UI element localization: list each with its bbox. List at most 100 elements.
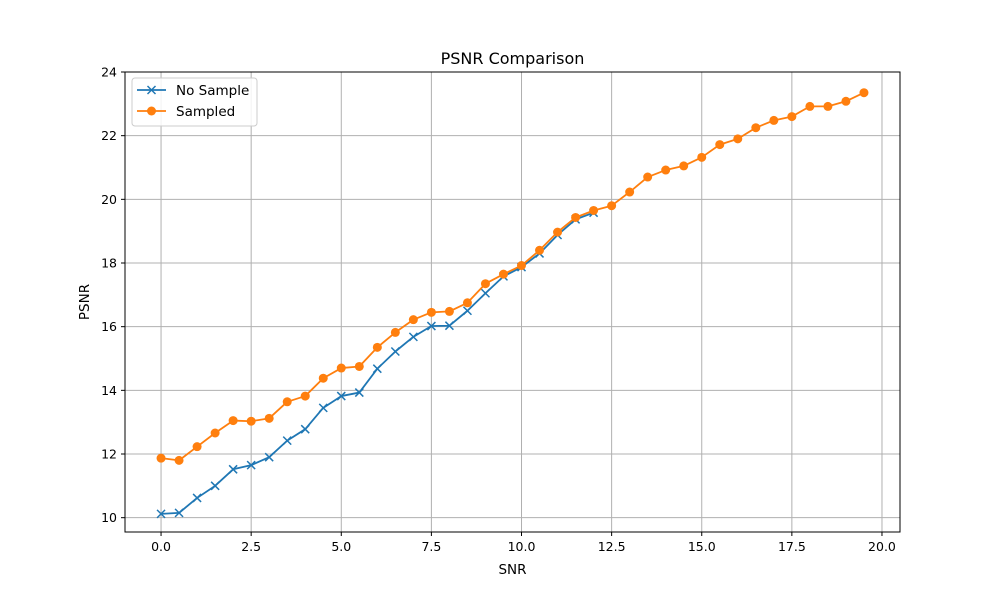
- data-point-no-sample-stroke: [156, 509, 166, 519]
- data-point-no-sample: [246, 460, 256, 470]
- data-point-sampled: [264, 413, 274, 423]
- data-point-sampled: [787, 112, 797, 122]
- data-point-no-sample-stroke: [300, 424, 310, 434]
- x-tick-label: 20.0: [868, 539, 896, 554]
- data-point-no-sample: [282, 436, 292, 446]
- data-point-no-sample-stroke: [264, 452, 274, 462]
- y-ticks: 10 12 14 16 18 20 22 24: [101, 65, 125, 525]
- data-point-sampled: [408, 315, 418, 325]
- legend-marker: [146, 85, 157, 95]
- data-point-no-sample-stroke: [246, 460, 256, 470]
- data-point-sampled: [625, 187, 635, 197]
- data-point-sampled: [697, 152, 707, 162]
- grid: [125, 71, 900, 532]
- data-point-no-sample-stroke: [426, 321, 436, 331]
- y-tick-label: 10: [101, 510, 117, 525]
- data-point-no-sample: [156, 509, 166, 519]
- data-point-sampled: [192, 442, 202, 452]
- data-point-sampled: [390, 327, 400, 337]
- x-ticks: 0.0 2.5 5.0 7.5 10.0 12.5 15.0 17.5 20.0: [151, 532, 896, 554]
- data-point-sampled: [823, 101, 833, 111]
- x-axis-label: SNR: [498, 562, 526, 578]
- data-point-sampled: [661, 165, 671, 175]
- data-point-sampled: [498, 269, 508, 279]
- y-tick-label: 20: [101, 192, 117, 207]
- data-point-sampled: [282, 397, 292, 407]
- data-point-sampled: [841, 96, 851, 106]
- legend-marker-stroke: [146, 85, 157, 95]
- x-tick-label: 2.5: [241, 539, 261, 554]
- data-point-sampled: [517, 261, 527, 271]
- data-point-no-sample: [480, 288, 490, 298]
- data-point-no-sample: [390, 346, 400, 357]
- data-point-sampled: [589, 205, 599, 215]
- x-tick-label: 15.0: [688, 539, 716, 554]
- data-point-sampled: [246, 416, 256, 426]
- data-point-no-sample: [372, 364, 382, 374]
- data-point-no-sample: [354, 388, 364, 398]
- data-point-no-sample: [462, 306, 472, 316]
- data-point-no-sample-stroke: [192, 493, 202, 503]
- data-point-no-sample-stroke: [372, 364, 382, 374]
- x-tick-label: 5.0: [331, 539, 351, 554]
- data-point-sampled: [228, 416, 238, 426]
- data-point-sampled: [336, 363, 346, 373]
- data-point-no-sample: [192, 493, 202, 503]
- data-point-no-sample-stroke: [174, 508, 184, 518]
- data-point-sampled: [535, 245, 545, 255]
- data-point-sampled: [553, 227, 563, 237]
- legend-item: Sampled: [137, 104, 235, 120]
- y-axis-label: PSNR: [77, 284, 93, 320]
- data-point-sampled: [733, 134, 743, 144]
- data-point-no-sample: [228, 464, 238, 474]
- data-point-no-sample-stroke: [444, 321, 454, 331]
- data-point-sampled: [318, 373, 328, 383]
- data-point-sampled: [444, 306, 454, 316]
- legend-item: No Sample: [137, 83, 249, 99]
- y-tick-label: 12: [101, 447, 117, 462]
- data-point-no-sample-stroke: [480, 288, 490, 298]
- series-layer: [156, 88, 869, 519]
- chart-title: PSNR Comparison: [441, 49, 585, 68]
- data-point-sampled: [210, 428, 220, 438]
- data-point-no-sample: [264, 452, 274, 462]
- x-tick-label: 7.5: [421, 539, 441, 554]
- data-point-no-sample-stroke: [228, 464, 238, 474]
- data-point-sampled: [859, 88, 869, 98]
- x-tick-label: 0.0: [151, 539, 171, 554]
- y-tick-label: 14: [101, 383, 117, 398]
- data-point-no-sample-stroke: [408, 332, 418, 342]
- legend-label: No Sample: [176, 83, 249, 99]
- legend-marker: [147, 106, 156, 116]
- y-tick-label: 22: [101, 128, 117, 143]
- legend-label: Sampled: [176, 104, 235, 120]
- data-point-no-sample-stroke: [354, 388, 364, 398]
- data-point-no-sample: [336, 391, 346, 401]
- data-point-sampled: [679, 161, 689, 171]
- y-tick-label: 24: [101, 65, 117, 80]
- data-point-no-sample-stroke: [462, 306, 472, 316]
- x-tick-label: 12.5: [598, 539, 626, 554]
- data-point-no-sample: [426, 321, 436, 331]
- data-point-no-sample-stroke: [318, 403, 328, 413]
- data-point-sampled: [571, 212, 581, 222]
- data-point-no-sample-stroke: [336, 391, 346, 401]
- data-point-sampled: [715, 140, 725, 150]
- data-point-sampled: [805, 101, 815, 111]
- data-point-no-sample: [444, 321, 454, 331]
- series-line-sampled: [160, 91, 865, 462]
- data-point-sampled: [480, 279, 490, 289]
- data-point-no-sample: [300, 424, 310, 434]
- data-point-no-sample: [318, 403, 328, 413]
- data-point-no-sample-stroke: [390, 346, 400, 357]
- data-point-sampled: [769, 115, 779, 125]
- series-sampled: [156, 88, 869, 465]
- x-tick-label: 17.5: [778, 539, 806, 554]
- data-point-no-sample-stroke: [210, 481, 220, 491]
- data-point-no-sample: [408, 332, 418, 342]
- y-tick-label: 18: [101, 256, 117, 271]
- plot-frame: [124, 71, 901, 533]
- data-point-sampled: [751, 123, 761, 133]
- data-point-sampled: [607, 201, 617, 211]
